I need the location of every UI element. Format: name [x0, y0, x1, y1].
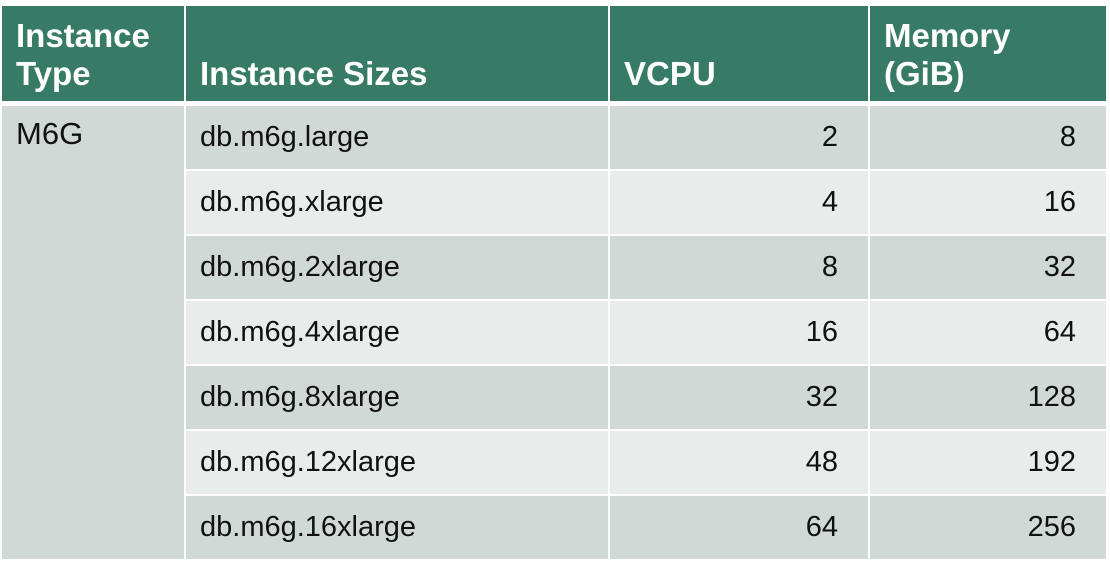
instance-size-cell: db.m6g.2xlarge — [186, 236, 610, 301]
vcpu-cell: 48 — [610, 431, 870, 496]
memory-cell: 8 — [870, 106, 1106, 171]
table-row: db.m6g.4xlarge 16 64 — [2, 301, 1106, 366]
instance-size-cell: db.m6g.large — [186, 106, 610, 171]
memory-cell: 16 — [870, 171, 1106, 236]
vcpu-cell: 8 — [610, 236, 870, 301]
instance-size-cell: db.m6g.4xlarge — [186, 301, 610, 366]
memory-cell: 32 — [870, 236, 1106, 301]
memory-cell: 256 — [870, 496, 1106, 561]
memory-cell: 64 — [870, 301, 1106, 366]
header-row: Instance Type Instance Sizes VCPU Memory… — [2, 6, 1106, 106]
table-row: db.m6g.8xlarge 32 128 — [2, 366, 1106, 431]
header-vcpu: VCPU — [610, 6, 870, 106]
vcpu-cell: 2 — [610, 106, 870, 171]
instance-size-cell: db.m6g.8xlarge — [186, 366, 610, 431]
table-row: db.m6g.16xlarge 64 256 — [2, 496, 1106, 561]
instance-size-cell: db.m6g.12xlarge — [186, 431, 610, 496]
vcpu-cell: 32 — [610, 366, 870, 431]
table-row: db.m6g.xlarge 4 16 — [2, 171, 1106, 236]
table-row: db.m6g.2xlarge 8 32 — [2, 236, 1106, 301]
instance-table-container: Instance Type Instance Sizes VCPU Memory… — [2, 6, 1106, 561]
memory-cell: 192 — [870, 431, 1106, 496]
header-instance-type: Instance Type — [2, 6, 186, 106]
header-instance-sizes: Instance Sizes — [186, 6, 610, 106]
instance-table: Instance Type Instance Sizes VCPU Memory… — [2, 6, 1106, 561]
vcpu-cell: 4 — [610, 171, 870, 236]
memory-cell: 128 — [870, 366, 1106, 431]
table-row: db.m6g.12xlarge 48 192 — [2, 431, 1106, 496]
instance-size-cell: db.m6g.xlarge — [186, 171, 610, 236]
instance-size-cell: db.m6g.16xlarge — [186, 496, 610, 561]
instance-type-cell: M6G — [2, 106, 186, 561]
vcpu-cell: 16 — [610, 301, 870, 366]
header-memory: Memory (GiB) — [870, 6, 1106, 106]
table-row: M6G db.m6g.large 2 8 — [2, 106, 1106, 561]
vcpu-cell: 64 — [610, 496, 870, 561]
